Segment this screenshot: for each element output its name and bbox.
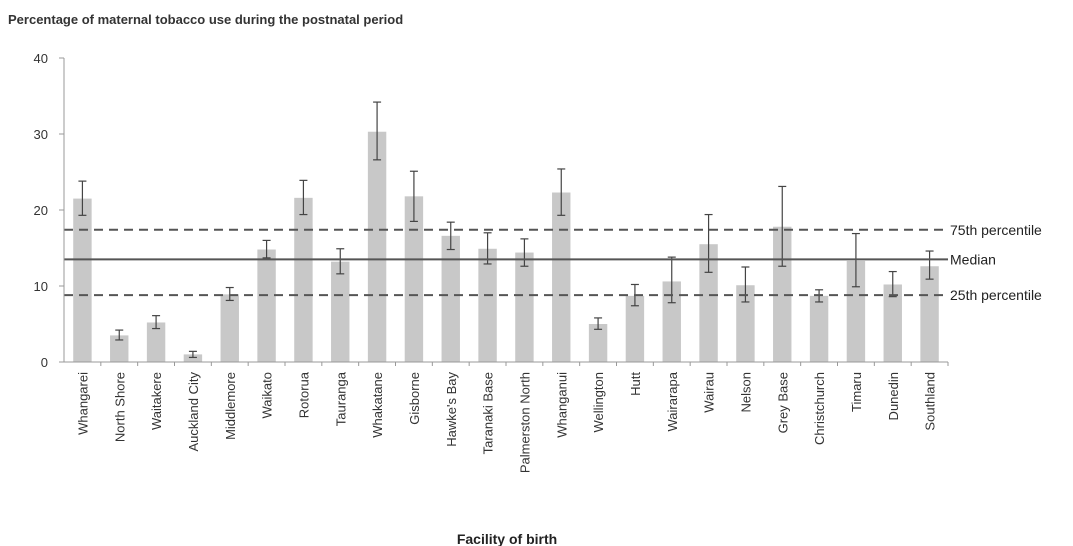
bar [367,131,387,362]
bars-group [73,131,939,362]
bar [736,285,755,362]
axes-group: 0 10 20 30 40 [34,51,949,370]
bar [552,192,571,362]
category-label: Timaru [849,372,864,412]
bar [588,324,608,362]
chart-title: Percentage of maternal tobacco use durin… [8,12,404,27]
category-label: Whakatane [370,372,385,438]
bar [146,322,166,362]
bar [220,294,239,362]
category-label: Wairarapa [665,371,680,431]
category-label: Auckland City [186,372,201,452]
y-tick-label: 0 [41,355,48,370]
bar [404,196,424,362]
reference-line-label: 75th percentile [950,222,1042,238]
y-tick-label: 20 [34,203,48,218]
category-label: Christchurch [812,372,827,445]
category-label: Southland [923,372,938,431]
reference-lines-group: 75th percentile Median 25th percentile [64,222,1042,303]
x-axis-title: Facility of birth [457,531,557,546]
bar [478,248,497,362]
y-tick-label: 30 [34,127,48,142]
bar [773,226,792,362]
category-label: Whangarei [75,372,90,435]
y-tick-label: 10 [34,279,48,294]
category-label: Middlemore [223,372,238,440]
bar [294,197,313,362]
category-label: Whanganui [554,372,569,438]
bar [846,260,866,362]
category-label: Hawke's Bay [444,372,459,447]
category-label: Gisborne [407,372,422,425]
bar [73,198,92,362]
error-bars-group [78,101,934,359]
bar [662,281,681,362]
labels-group: Whangarei North Shore Waitakere Auckland Ci… [75,371,937,473]
reference-line-label: Median [950,251,996,267]
bar [699,244,718,362]
category-label: Grey Base [775,372,790,433]
bar [183,354,203,362]
reference-line-label: 25th percentile [950,287,1042,303]
bar [331,261,350,362]
bar [110,335,129,362]
category-label: North Shore [112,372,127,442]
bar [809,295,829,362]
category-label: Rotorua [296,371,311,418]
bar [515,252,534,362]
category-label: Waikato [260,372,275,418]
category-label: Nelson [738,372,753,412]
category-label: Dunedin [886,372,901,420]
category-label: Waitakere [149,372,164,430]
category-label: Wellington [591,372,606,432]
category-label: Taranaki Base [481,372,496,454]
bar [441,235,460,362]
bar [920,266,939,362]
category-label: Tauranga [333,371,348,426]
bar [625,295,645,362]
category-label: Wairau [702,372,717,413]
bar [883,284,902,362]
y-tick-label: 40 [34,51,48,66]
category-label: Palmerston North [517,372,532,473]
bar [257,249,276,362]
category-label: Hutt [628,372,643,396]
